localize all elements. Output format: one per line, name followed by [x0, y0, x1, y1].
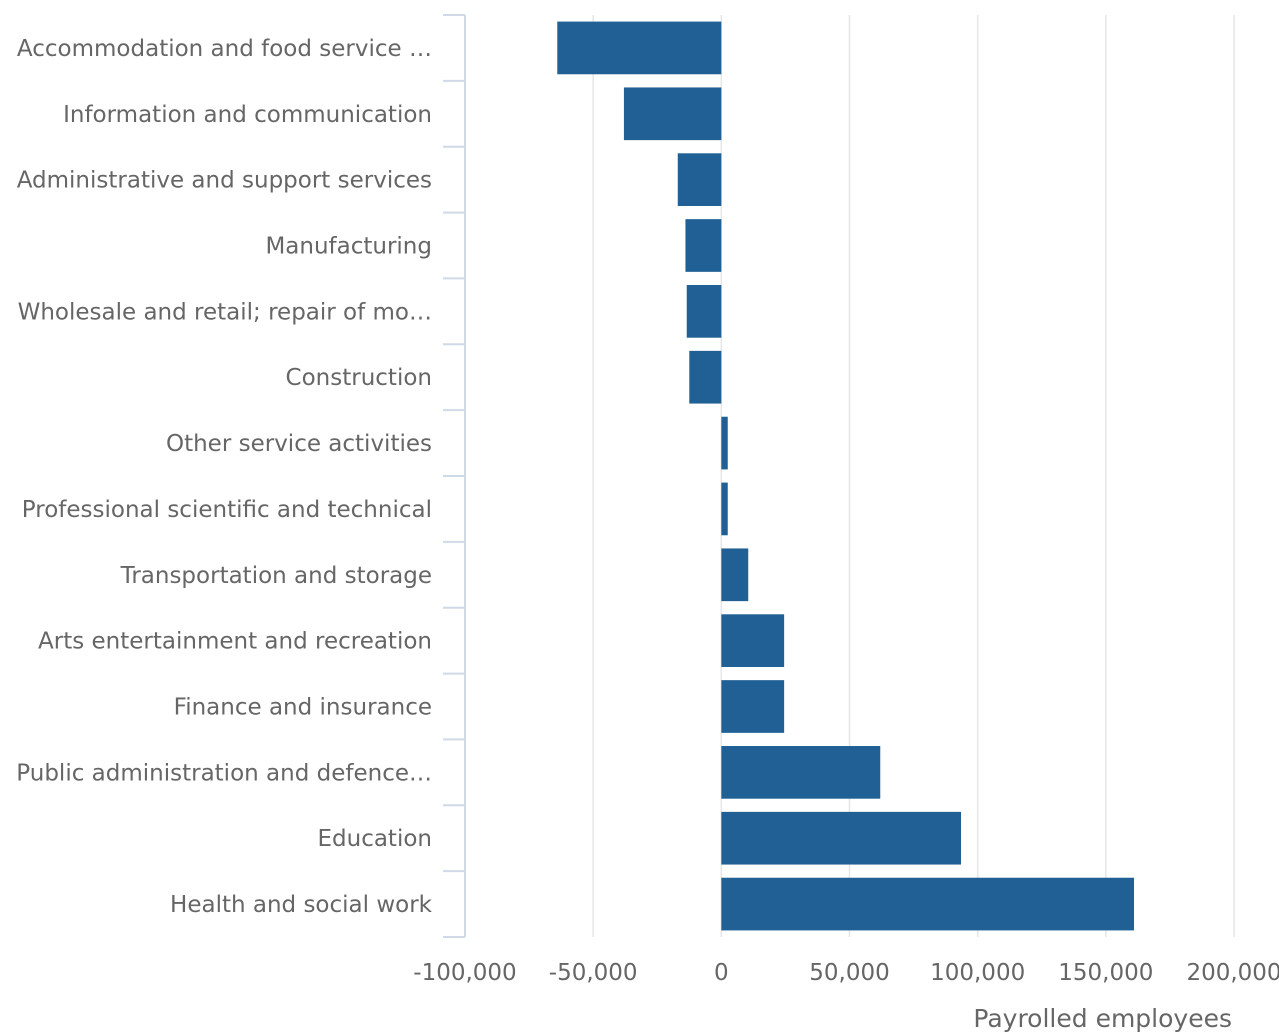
x-tick-label: 200,000 [1186, 960, 1279, 986]
category-labels: Accommodation and food service … Informat… [16, 36, 432, 918]
x-tick-label: 50,000 [809, 960, 889, 986]
x-tick-label: -100,000 [413, 960, 516, 986]
category-label: Education [317, 826, 432, 852]
x-tick-label: 0 [714, 960, 729, 986]
bar [721, 548, 749, 602]
bar [721, 680, 785, 733]
bar [721, 614, 785, 667]
bar [557, 21, 722, 75]
x-tick-label: 100,000 [930, 960, 1025, 986]
bar [721, 746, 881, 799]
category-label: Arts entertainment and recreation [38, 629, 432, 655]
bar [721, 416, 728, 470]
x-tick-label: 150,000 [1058, 960, 1153, 986]
category-label: Health and social work [170, 892, 433, 918]
bar [686, 285, 722, 338]
bar [721, 811, 962, 865]
category-label: Manufacturing [265, 234, 432, 260]
category-label: Other service activities [166, 431, 432, 457]
bar [623, 87, 722, 141]
category-label: Information and communication [63, 102, 432, 128]
bars [557, 21, 1135, 931]
bar [685, 219, 722, 272]
bar [677, 153, 722, 206]
y-axis [443, 14, 466, 938]
category-label: Professional scientific and technical [22, 497, 432, 523]
bar [721, 482, 728, 536]
bar [721, 877, 1135, 931]
category-label: Public administration and defence… [16, 760, 432, 786]
category-label: Finance and insurance [174, 695, 432, 721]
category-label: Transportation and storage [120, 563, 432, 589]
category-label: Administrative and support services [17, 168, 432, 194]
x-tick-label: -50,000 [549, 960, 638, 986]
x-axis-title: Payrolled employees [973, 1004, 1232, 1033]
category-label: Wholesale and retail; repair of mo… [18, 299, 432, 325]
x-tick-labels: -100,000 -50,000 0 50,000 100,000 150,000 200,… [413, 960, 1279, 986]
category-label: Construction [286, 365, 432, 391]
bar [689, 350, 722, 404]
category-label: Accommodation and food service … [17, 36, 432, 62]
